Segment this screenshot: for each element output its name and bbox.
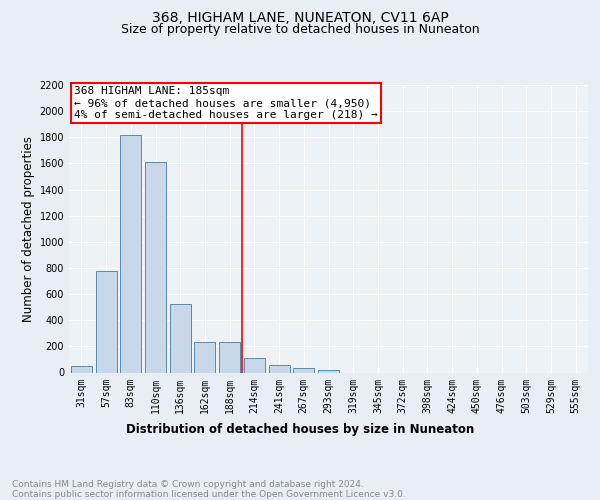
Bar bbox=[120, 134, 141, 372]
Bar bbox=[170, 304, 191, 372]
Bar bbox=[145, 162, 166, 372]
Bar bbox=[293, 368, 314, 372]
Text: Contains HM Land Registry data © Crown copyright and database right 2024.
Contai: Contains HM Land Registry data © Crown c… bbox=[12, 480, 406, 499]
Bar bbox=[194, 342, 215, 372]
Bar bbox=[318, 370, 339, 372]
Text: 368 HIGHAM LANE: 185sqm
← 96% of detached houses are smaller (4,950)
4% of semi-: 368 HIGHAM LANE: 185sqm ← 96% of detache… bbox=[74, 86, 378, 120]
Bar bbox=[219, 342, 240, 372]
Text: Size of property relative to detached houses in Nuneaton: Size of property relative to detached ho… bbox=[121, 22, 479, 36]
Text: 368, HIGHAM LANE, NUNEATON, CV11 6AP: 368, HIGHAM LANE, NUNEATON, CV11 6AP bbox=[152, 11, 448, 25]
Text: Distribution of detached houses by size in Nuneaton: Distribution of detached houses by size … bbox=[126, 422, 474, 436]
Y-axis label: Number of detached properties: Number of detached properties bbox=[22, 136, 35, 322]
Bar bbox=[95, 270, 116, 372]
Bar bbox=[269, 366, 290, 372]
Bar bbox=[71, 366, 92, 372]
Bar bbox=[244, 358, 265, 372]
